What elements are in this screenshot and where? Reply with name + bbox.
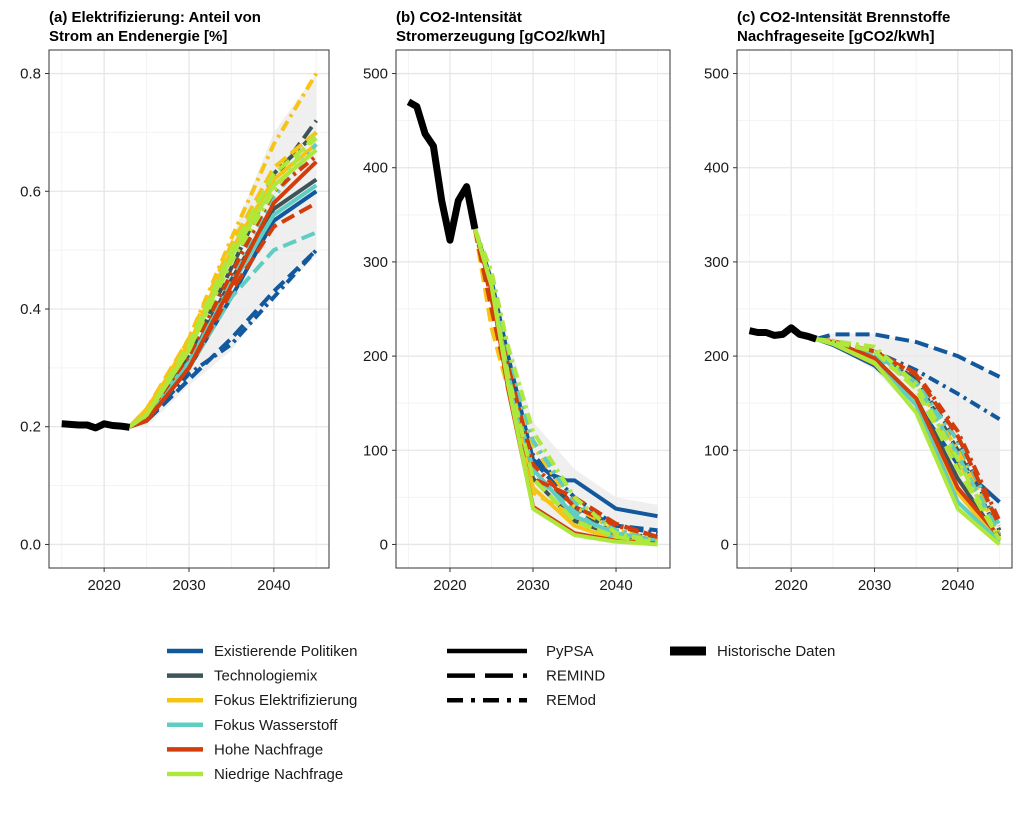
series-line-existierende-politiken-remod: [473, 228, 658, 536]
legend-label: Niedrige Nachfrage: [214, 766, 343, 783]
legend-item-niedrige-nachfrage: Niedrige Nachfrage: [167, 766, 343, 783]
legend-label: Fokus Wasserstoff: [214, 717, 338, 734]
x-tick-label: 2020: [774, 577, 807, 594]
y-tick-label: 0.4: [20, 301, 41, 318]
legend-label: Existierende Politiken: [214, 643, 357, 660]
y-tick-label: 200: [704, 348, 729, 365]
historical-line: [748, 324, 818, 343]
series-line-existierende-politiken-remind: [815, 332, 1001, 379]
y-tick-label: 0: [721, 536, 729, 553]
y-tick-label: 400: [704, 160, 729, 177]
x-tick-label: 2040: [941, 577, 974, 594]
panel-a-title-line1: (a) Elektrifizierung: Anteil von: [49, 9, 261, 26]
y-tick-label: 0.8: [20, 66, 41, 83]
legend-item-historische-daten: Historische Daten: [670, 643, 835, 660]
series-line-fokus-elektrifizierung-remind: [128, 130, 318, 429]
x-tick-label: 2030: [858, 577, 891, 594]
panel-a: 0.0 0.2 0.4 0.6 0.8 2020 2030 2040: [20, 49, 330, 594]
panel-a-title-line2: Strom an Endenergie [%]: [49, 28, 227, 45]
y-tick-label: 0.2: [20, 419, 41, 436]
historical-line: [61, 420, 131, 432]
series-line-hohe-nachfrage-remod: [815, 337, 1002, 522]
panel-b-title-line1: (b) CO2-Intensität: [396, 9, 522, 26]
y-tick-label: 200: [363, 348, 388, 365]
legend-label: Historische Daten: [717, 643, 835, 660]
legend-item-hohe-nachfrage: Hohe Nachfrage: [167, 741, 323, 758]
y-tick-label: 400: [363, 160, 388, 177]
series-line-niedrige-nachfrage-remind: [128, 136, 318, 429]
panel-b: 0 100 200 300 400 500 2020 2030 2040: [363, 49, 671, 594]
x-tick-label: 2020: [87, 577, 120, 594]
x-tick-label: 2040: [257, 577, 290, 594]
legend-label: Fokus Elektrifizierung: [214, 692, 357, 709]
legend-item-fokus-wasserstoff: Fokus Wasserstoff: [167, 717, 338, 734]
legend: Existierende Politiken Technologiemix Foku…: [167, 643, 835, 783]
panel-c-title-line2: Nachfrageseite [gCO2/kWh]: [737, 28, 935, 45]
series-line-niedrige-nachfrage-pypsa: [815, 337, 1001, 547]
legend-item-pypsa: PyPSA: [447, 643, 594, 660]
legend-label: REMod: [546, 692, 596, 709]
y-tick-label: 300: [704, 254, 729, 271]
x-tick-label: 2020: [433, 577, 466, 594]
series-line-hohe-nachfrage-remod: [472, 228, 659, 539]
legend-item-technologiemix: Technologiemix: [167, 668, 318, 685]
panels: 0.0 0.2 0.4 0.6 0.8 2020 2030 2040 0 100 200 300 400…: [20, 49, 1013, 594]
range-band: [129, 73, 317, 427]
y-tick-label: 0.6: [20, 183, 41, 200]
legend-label: PyPSA: [546, 643, 594, 660]
series-line-niedrige-nachfrage-pypsa: [472, 228, 658, 547]
x-tick-label: 2040: [599, 577, 632, 594]
series-line-niedrige-nachfrage-remod: [128, 131, 318, 429]
y-tick-label: 500: [704, 66, 729, 83]
panel-c: 0 100 200 300 400 500 2020 2030 2040: [704, 49, 1013, 594]
panel-c-title-line1: (c) CO2-Intensität Brennstoffe: [737, 9, 950, 26]
legend-label: REMIND: [546, 668, 605, 685]
x-tick-label: 2030: [516, 577, 549, 594]
legend-item-remod: REMod: [447, 692, 596, 709]
series-line-niedrige-nachfrage-remind: [815, 337, 1002, 541]
y-tick-label: 0.0: [20, 536, 41, 553]
legend-label: Hohe Nachfrage: [214, 741, 323, 758]
series-line-niedrige-nachfrage-remod: [473, 228, 658, 544]
legend-item-remind: REMIND: [447, 668, 605, 685]
historical-line: [406, 98, 479, 244]
x-tick-label: 2030: [172, 577, 205, 594]
legend-item-existierende-politiken: Existierende Politiken: [167, 643, 357, 660]
legend-item-fokus-elektrifizierung: Fokus Elektrifizierung: [167, 692, 357, 709]
series-line-hohe-nachfrage-remind: [128, 201, 318, 429]
y-tick-label: 100: [363, 442, 388, 459]
y-tick-label: 100: [704, 442, 729, 459]
panel-b-title-line2: Stromerzeugung [gCO2/kWh]: [396, 28, 605, 45]
series-line-niedrige-nachfrage-remind: [472, 228, 658, 545]
legend-label: Technologiemix: [214, 668, 318, 685]
series-line-existierende-politiken-remind: [128, 248, 318, 429]
y-tick-label: 0: [380, 536, 388, 553]
y-tick-label: 500: [363, 66, 388, 83]
series-line-niedrige-nachfrage-remod: [815, 337, 1002, 541]
y-tick-label: 300: [363, 254, 388, 271]
